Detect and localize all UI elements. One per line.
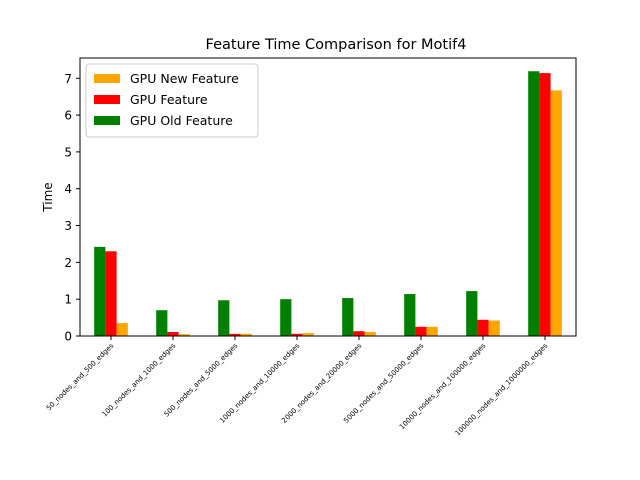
bar-gpu-new-feature-3	[302, 333, 314, 336]
bar-gpu-old-feature-5	[404, 294, 416, 336]
y-tick-label: 6	[64, 109, 72, 123]
legend: GPU New Feature GPU Feature GPU Old Featur…	[85, 63, 259, 138]
y-axis-label: Time	[41, 182, 55, 212]
x-axis-ticks: 50_nodes_and_500_edges100_nodes_and_1000…	[45, 336, 550, 437]
axes	[79, 57, 577, 337]
legend-label-gpu-new-feature: GPU New Feature	[130, 71, 239, 86]
x-tick-label: 100_nodes_and_1000_edges	[101, 342, 178, 419]
y-tick-label: 4	[64, 182, 72, 196]
y-tick-label: 1	[64, 293, 72, 307]
bar-gpu-new-feature-5	[426, 326, 438, 336]
bar-gpu-feature-3	[291, 333, 303, 336]
bar-gpu-new-feature-2	[240, 333, 252, 336]
bar-gpu-feature-5	[415, 326, 427, 336]
legend-label-gpu-feature: GPU Feature	[130, 92, 208, 107]
bar-gpu-new-feature-1	[178, 334, 190, 336]
bar-gpu-feature-6	[477, 319, 489, 336]
bar-gpu-old-feature-7	[528, 71, 540, 337]
bar-gpu-old-feature-6	[466, 291, 478, 336]
x-tick-label: 50_nodes_and_500_edges	[45, 342, 116, 413]
bar-gpu-new-feature-0	[116, 323, 128, 336]
y-tick-label: 0	[64, 330, 72, 344]
legend-label-gpu-old-feature: GPU Old Feature	[130, 113, 233, 128]
bar-gpu-feature-7	[539, 73, 551, 337]
bar-gpu-old-feature-2	[218, 300, 230, 336]
y-axis-ticks: 0 1 2 3 4 5 6 7	[64, 72, 80, 344]
y-tick-label: 2	[64, 256, 72, 270]
plot-frame	[79, 57, 577, 337]
y-tick-label: 3	[64, 219, 72, 233]
chart-title: Feature Time Comparison for Motif4	[206, 37, 467, 53]
bar-gpu-feature-1	[167, 331, 179, 336]
bar-gpu-feature-2	[229, 333, 241, 336]
bar-gpu-old-feature-4	[342, 298, 354, 336]
legend-box	[85, 63, 259, 138]
bar-gpu-new-feature-7	[550, 90, 562, 336]
legend-swatch-gpu-feature	[94, 95, 120, 104]
legend-swatch-gpu-old-feature	[94, 116, 120, 125]
legend-swatch-gpu-new-feature	[94, 74, 120, 83]
bar-gpu-old-feature-3	[280, 299, 292, 336]
bar-gpu-feature-0	[105, 251, 117, 336]
bar-gpu-feature-4	[353, 331, 365, 336]
bar-gpu-old-feature-0	[94, 246, 106, 336]
bar-gpu-new-feature-6	[488, 320, 500, 336]
x-tick-label: 500_nodes_and_5000_edges	[163, 342, 240, 419]
y-tick-label: 5	[64, 145, 72, 159]
bar-gpu-old-feature-1	[156, 310, 168, 336]
bars-group	[94, 71, 562, 337]
y-tick-label: 7	[64, 72, 72, 86]
bar-gpu-new-feature-4	[364, 331, 376, 336]
